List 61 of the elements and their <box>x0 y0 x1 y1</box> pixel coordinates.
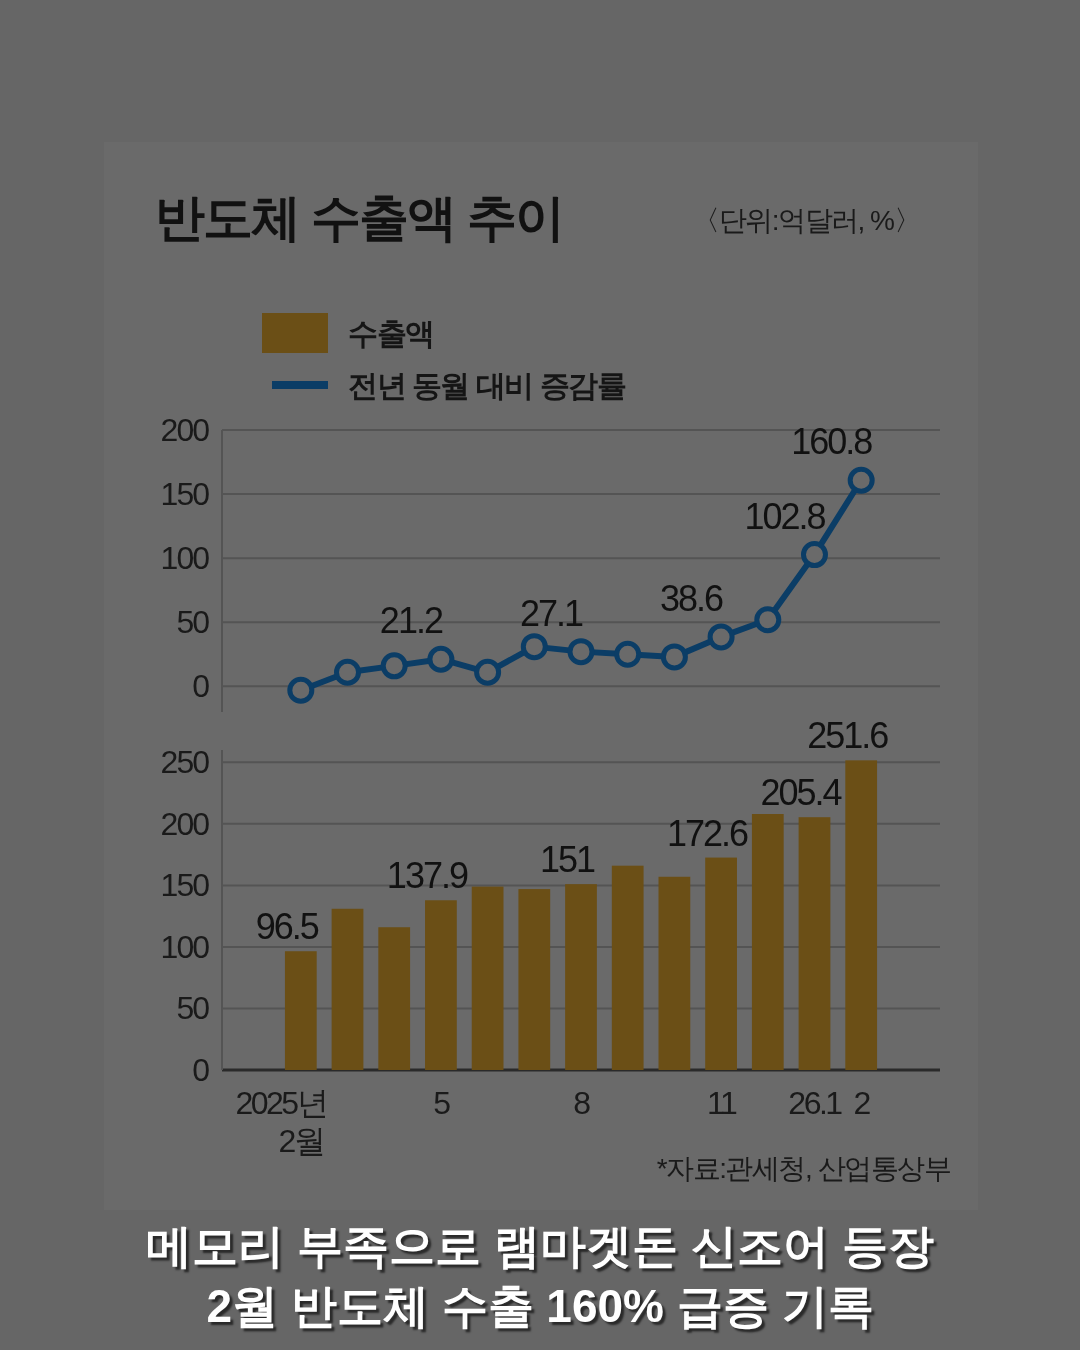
bar <box>611 865 644 1070</box>
point <box>427 645 455 673</box>
text: 2월 반도체 수출 160% 급증 기록 <box>206 1280 874 1332</box>
y-tick-label: 0 <box>192 668 210 705</box>
point <box>380 652 408 680</box>
bar <box>658 876 691 1070</box>
x-tick-label: 11 <box>706 1085 737 1121</box>
bar <box>425 900 457 1070</box>
y-tick-label: 150 <box>160 867 210 904</box>
y-tick-label: 50 <box>176 604 210 641</box>
data-label: 160.8 <box>791 421 873 463</box>
point <box>707 623 735 651</box>
x-tick-label: 26.1 <box>788 1085 843 1121</box>
data-label: 27.1 <box>519 592 584 634</box>
bar <box>471 886 504 1070</box>
point <box>800 541 828 569</box>
y-tick-label: 200 <box>160 805 210 842</box>
bar <box>378 927 411 1070</box>
y-tick-label: 100 <box>160 928 210 965</box>
x-tick-label: 2025년 2월 <box>235 1085 327 1159</box>
y-tick-label: 100 <box>160 540 210 577</box>
y-tick-label: 50 <box>176 990 210 1027</box>
data-label: 21.2 <box>379 600 443 642</box>
bar <box>518 889 551 1070</box>
y-tick-label: 250 <box>160 744 210 781</box>
point <box>754 606 782 634</box>
bar <box>751 814 784 1070</box>
data-label: 137.9 <box>386 855 468 897</box>
text: 메모리 부족으로 램마겟돈 신조어 등장 <box>146 1220 934 1272</box>
bar <box>798 817 831 1070</box>
data-label: 38.6 <box>660 577 724 619</box>
data-label: 151 <box>539 839 595 881</box>
data-label: 96.5 <box>255 906 319 948</box>
data-label: 172.6 <box>667 812 749 854</box>
bar <box>331 908 364 1070</box>
y-tick-label: 200 <box>160 412 210 448</box>
bar <box>284 951 317 1070</box>
point <box>847 466 875 494</box>
legend-label: 전년 동월 대비 증감률 <box>348 369 626 402</box>
data-label: 205.4 <box>760 772 842 814</box>
x-tick-label: 8 <box>573 1085 591 1121</box>
chart-title: 반도체 수출액 추이 <box>155 190 563 246</box>
legend-label: 수출액 <box>348 317 434 350</box>
data-label: 102.8 <box>744 495 826 537</box>
point <box>660 643 688 671</box>
data-label: 251.6 <box>807 715 889 757</box>
point <box>520 633 548 661</box>
bar <box>705 857 737 1070</box>
point <box>614 640 642 668</box>
y-tick-label: 150 <box>160 476 210 513</box>
point <box>334 658 362 686</box>
point <box>287 676 315 704</box>
x-tick-label: 2 <box>853 1085 871 1121</box>
bar <box>845 760 878 1070</box>
x-tick-label: 5 <box>433 1085 451 1121</box>
bar <box>565 884 597 1070</box>
point <box>474 658 502 686</box>
chart-subtitle: 〈단위:억달러, %〉 <box>692 205 920 236</box>
y-tick-label: 0 <box>192 1052 210 1088</box>
point <box>567 638 595 666</box>
text: *자료:관세청, 산업통상부 <box>656 1153 950 1184</box>
